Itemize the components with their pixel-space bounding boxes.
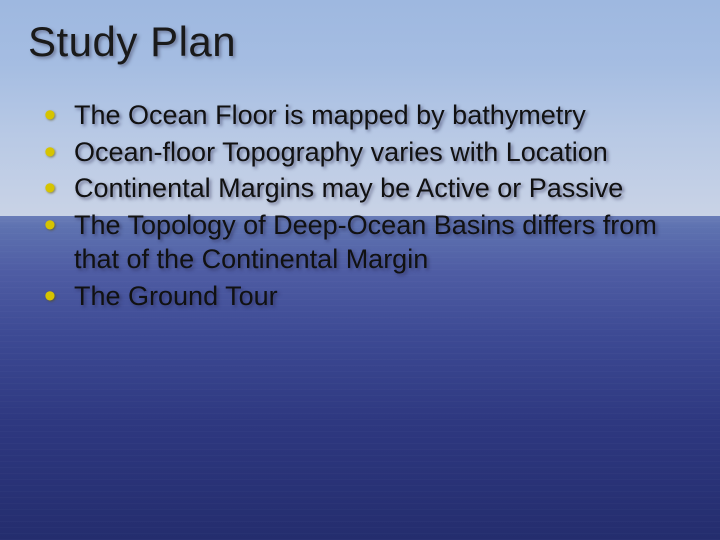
bullet-item: Ocean-floor Topography varies with Locat… [44,135,692,170]
bullet-list: The Ocean Floor is mapped by bathymetry … [28,98,692,313]
bullet-item: The Topology of Deep-Ocean Basins differ… [44,208,692,277]
bullet-item: The Ground Tour [44,279,692,314]
bullet-item: Continental Margins may be Active or Pas… [44,171,692,206]
slide: Study Plan The Ocean Floor is mapped by … [0,0,720,540]
slide-title: Study Plan [28,18,692,66]
bullet-item: The Ocean Floor is mapped by bathymetry [44,98,692,133]
